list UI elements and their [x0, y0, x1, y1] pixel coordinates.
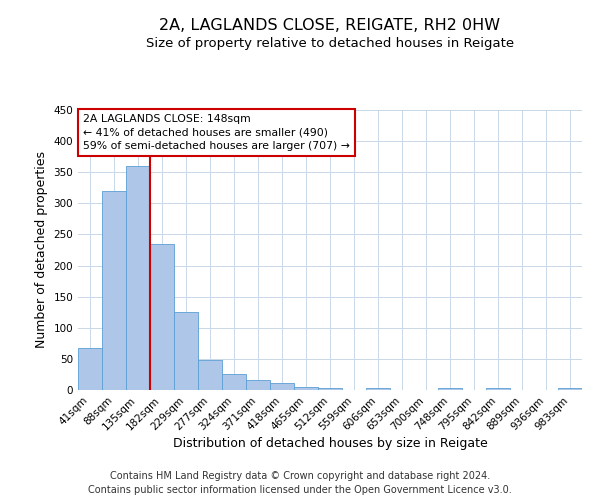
Bar [246, 380, 270, 390]
Bar [150, 244, 174, 390]
Bar [270, 382, 294, 390]
X-axis label: Distribution of detached houses by size in Reigate: Distribution of detached houses by size … [173, 438, 487, 450]
Bar [102, 191, 126, 390]
Text: 2A LAGLANDS CLOSE: 148sqm
← 41% of detached houses are smaller (490)
59% of semi: 2A LAGLANDS CLOSE: 148sqm ← 41% of detac… [83, 114, 350, 150]
Bar [438, 388, 462, 390]
Bar [318, 388, 342, 390]
Bar [126, 166, 150, 390]
Bar [558, 388, 582, 390]
Bar [78, 348, 102, 390]
Bar [366, 388, 390, 390]
Bar [294, 387, 318, 390]
Text: Size of property relative to detached houses in Reigate: Size of property relative to detached ho… [146, 38, 514, 51]
Y-axis label: Number of detached properties: Number of detached properties [35, 152, 48, 348]
Bar [486, 388, 510, 390]
Bar [222, 374, 246, 390]
Bar [198, 360, 222, 390]
Text: Contains public sector information licensed under the Open Government Licence v3: Contains public sector information licen… [88, 485, 512, 495]
Text: 2A, LAGLANDS CLOSE, REIGATE, RH2 0HW: 2A, LAGLANDS CLOSE, REIGATE, RH2 0HW [160, 18, 500, 32]
Text: Contains HM Land Registry data © Crown copyright and database right 2024.: Contains HM Land Registry data © Crown c… [110, 471, 490, 481]
Bar [174, 312, 198, 390]
